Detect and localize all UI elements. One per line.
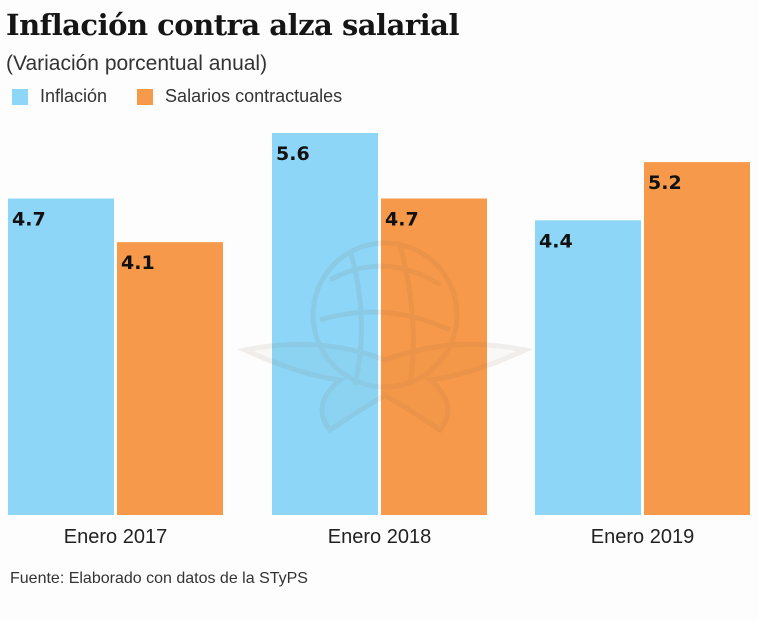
category-labels-group: Enero 2017 Enero 2018 Enero 2019 xyxy=(64,526,694,548)
legend-label-salarios: Salarios contractuales xyxy=(165,86,343,106)
bar-inflacion-1 xyxy=(8,198,114,515)
watermark-logo-icon xyxy=(236,240,534,434)
bar-inflacion-3 xyxy=(535,220,641,516)
chart-title: Inflación contra alza salarial xyxy=(6,8,459,42)
bar-value-label: 4.1 xyxy=(121,252,155,274)
legend: Inflación Salarios contractuales xyxy=(12,86,372,107)
category-label: Enero 2019 xyxy=(591,526,694,548)
bar-salarios-2 xyxy=(381,198,487,515)
source-note: Fuente: Elaborado con datos de la STyPS xyxy=(10,570,308,587)
category-label: Enero 2017 xyxy=(64,526,167,548)
labels-group: 4.7 4.1 5.6 4.7 4.4 5.2 xyxy=(12,143,682,274)
bar-value-label: 4.4 xyxy=(539,230,573,252)
bar-value-label: 5.2 xyxy=(648,172,682,194)
category-label: Enero 2018 xyxy=(328,526,431,548)
legend-item-inflacion: Inflación xyxy=(12,86,107,107)
bar-value-label: 4.7 xyxy=(12,208,46,230)
bar-inflacion-2 xyxy=(272,133,378,515)
legend-swatch-inflacion xyxy=(12,88,28,105)
legend-label-inflacion: Inflación xyxy=(40,86,108,106)
bar-salarios-1 xyxy=(117,242,223,515)
legend-swatch-salarios xyxy=(137,88,154,105)
bars-group xyxy=(8,133,750,516)
chart-subtitle: (Variación porcentual anual) xyxy=(6,52,268,75)
bar-value-label: 5.6 xyxy=(276,143,310,165)
legend-item-salarios: Salarios contractuales xyxy=(137,86,342,107)
bar-salarios-3 xyxy=(644,162,750,515)
bar-value-label: 4.7 xyxy=(385,208,419,230)
